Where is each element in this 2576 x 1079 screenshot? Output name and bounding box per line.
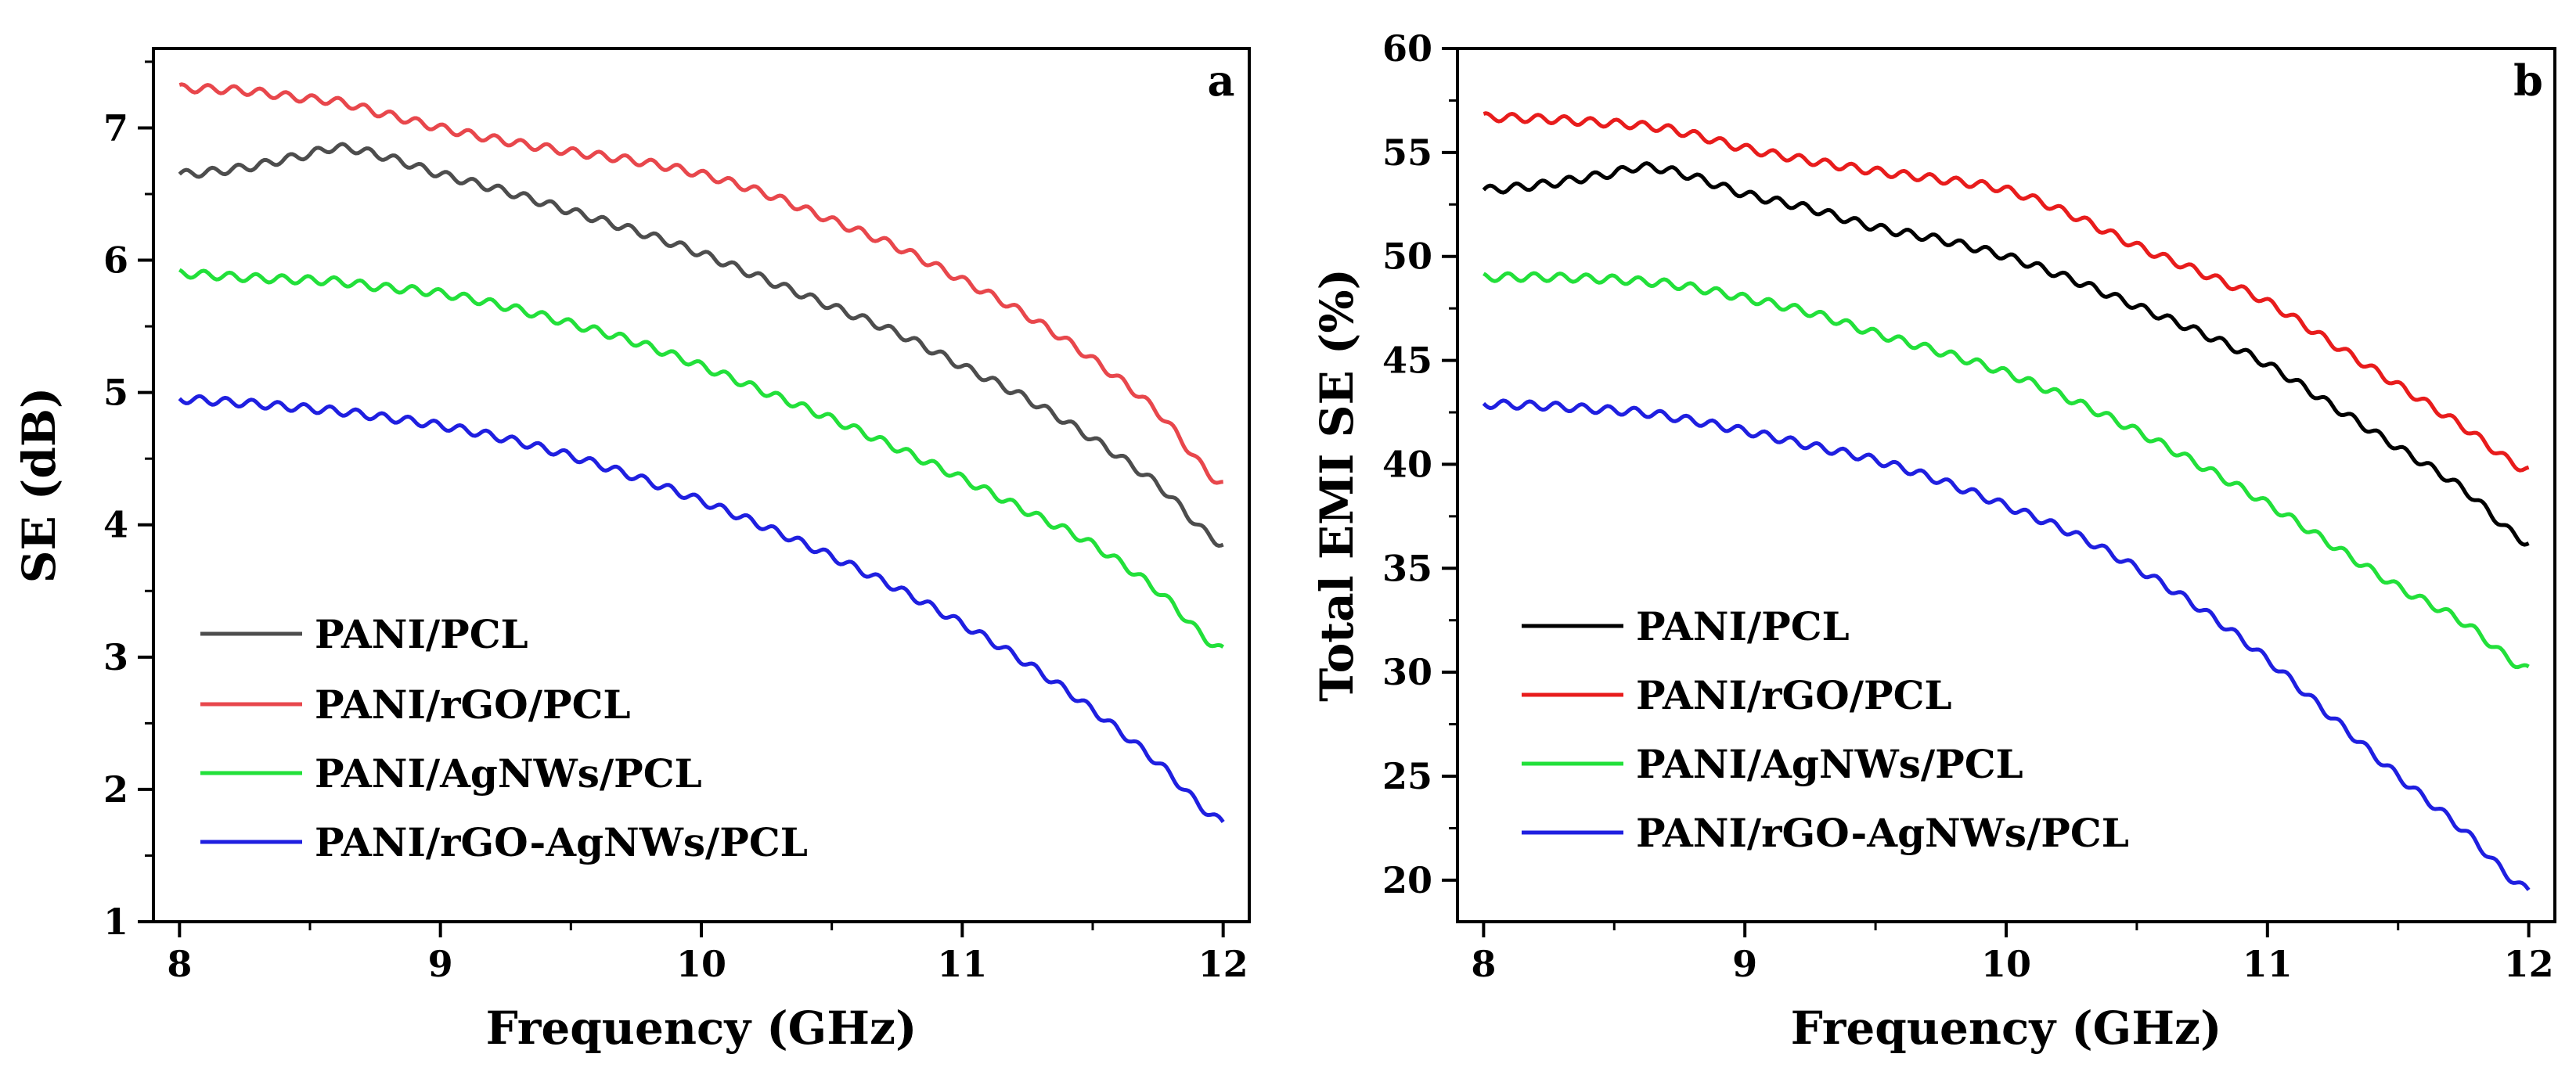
y-tick-label: 50 [1382,236,1432,278]
x-axis: 8 9 10 11 12 [167,922,1248,985]
series-line-pani-rgo-pcl [1483,111,2530,473]
x-tick-label: 8 [1471,943,1496,985]
legend-label: PANI/rGO-AgNWs/PCL [1636,810,2129,856]
x-axis: 8 9 10 11 12 [1471,922,2554,985]
y-axis: 1 2 3 4 5 6 7 [103,60,153,943]
y-axis-title: Total EMI SE (%) [1310,268,1364,702]
y-tick-label: 2 [103,768,128,811]
y-tick-label: 1 [103,901,128,943]
legend-label: PANI/rGO-AgNWs/PCL [315,819,808,865]
series-line-pani-agnws-pcl [178,268,1225,649]
series-line-pani-rgo-agnws-pcl [178,394,1225,823]
panel-label: b [2513,56,2543,106]
series-line-pani-pcl [1482,161,2530,547]
legend-label: PANI/PCL [315,611,528,657]
chart-panel-b: 8 9 10 11 12 20 25 30 35 40 45 50 55 60 b Frequency … [1310,27,2556,1055]
y-tick-label: 30 [1382,651,1432,693]
series-lines [178,82,1225,823]
x-tick-label: 11 [2243,943,2293,985]
x-tick-label: 8 [167,943,192,985]
x-tick-label: 9 [1732,943,1757,985]
legend-label: PANI/AgNWs/PCL [315,750,702,797]
y-tick-label: 20 [1382,859,1432,901]
series-line-pani-pcl [178,142,1224,548]
legend-label: PANI/rGO/PCL [1636,672,1952,718]
legend: PANI/PCL PANI/rGO/PCL PANI/AgNWs/PCL PAN… [1522,603,2129,856]
y-tick-label: 7 [103,106,128,149]
legend-label: PANI/AgNWs/PCL [1636,741,2023,787]
y-tick-label: 55 [1382,131,1432,174]
y-tick-label: 40 [1382,443,1432,485]
series-line-pani-rgo-agnws-pcl [1482,398,2531,891]
x-tick-label: 10 [676,943,726,985]
series-line-pani-rgo-pcl [178,82,1223,485]
series-lines [1482,111,2531,891]
y-tick-label: 3 [103,636,128,678]
x-axis-title: Frequency (GHz) [1791,1002,2222,1055]
y-tick-label: 35 [1382,547,1432,589]
x-tick-label: 9 [428,943,453,985]
y-tick-label: 25 [1382,755,1432,797]
x-tick-label: 12 [1198,943,1248,985]
y-tick-label: 4 [103,504,128,546]
x-tick-label: 10 [1981,943,2031,985]
y-tick-label: 6 [103,239,128,282]
y-axis: 20 25 30 35 40 45 50 55 60 [1382,27,1457,901]
y-tick-label: 5 [103,372,128,414]
x-axis-title: Frequency (GHz) [486,1002,917,1055]
plot-frame [1456,47,2556,923]
x-tick-label: 11 [937,943,987,985]
legend-label: PANI/PCL [1636,603,1850,649]
x-tick-label: 12 [2504,943,2554,985]
panel-label: a [1208,56,1235,106]
y-tick-label: 60 [1382,27,1432,70]
y-axis-title: SE (dB) [13,387,66,584]
legend-label: PANI/rGO/PCL [315,682,631,728]
legend: PANI/PCL PANI/rGO/PCL PANI/AgNWs/PCL PAN… [200,611,808,865]
y-tick-label: 45 [1382,340,1432,382]
series-line-pani-agnws-pcl [1483,271,2530,670]
